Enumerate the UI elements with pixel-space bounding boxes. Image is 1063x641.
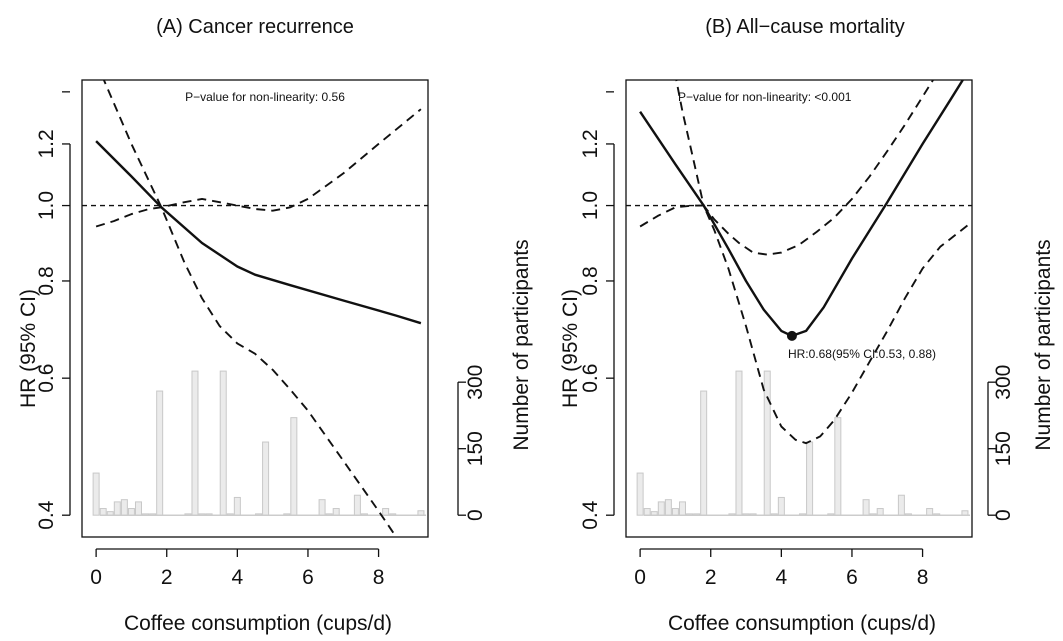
x-tick-label: 8 [917, 566, 929, 589]
histogram-bar [777, 496, 785, 516]
y-tick-label: 0.8 [35, 266, 58, 295]
y2-tick-label: 0 [464, 509, 487, 521]
x-axis-label: Coffee consumption (cups/d) [124, 612, 392, 635]
histogram-bar [120, 499, 128, 516]
y2-tick-label: 300 [992, 365, 1015, 400]
histogram-bar [290, 417, 298, 516]
histogram-bar [664, 499, 672, 516]
x-tick-label: 0 [634, 566, 646, 589]
nonlinearity-annotation: P−value for non-linearity: <0.001 [678, 90, 852, 104]
minimum-point [786, 330, 797, 341]
x-tick-label: 0 [90, 566, 102, 589]
series-group [95, 80, 422, 537]
plot-frame [625, 79, 973, 538]
nonlinearity-annotation: P−value for non-linearity: 0.56 [185, 90, 345, 104]
y-axis-label: HR (95% CI) [17, 289, 40, 408]
histogram-bar [678, 501, 686, 516]
series-group [639, 80, 970, 445]
x-tick-label: 2 [705, 566, 717, 589]
y-tick-label: 0.6 [579, 364, 602, 393]
histogram-bar [233, 496, 241, 516]
y2-tick-label: 300 [464, 365, 487, 400]
ci-curve-1 [102, 80, 398, 537]
histogram-bar [113, 501, 121, 516]
histogram-bar [806, 441, 814, 516]
ci-curve-1 [675, 80, 935, 256]
x-tick-label: 4 [232, 566, 244, 589]
histogram-bar [156, 390, 164, 516]
y-tick-label: 0.4 [35, 500, 58, 530]
histogram-bar [897, 494, 905, 516]
y2-tick-label: 150 [464, 431, 487, 466]
y2-tick-label: 0 [992, 509, 1015, 521]
y-tick-label: 0.4 [579, 500, 602, 530]
histogram-bar [353, 494, 361, 516]
histogram [92, 370, 425, 516]
y2-tick-label: 150 [992, 431, 1015, 466]
ci-curve-2 [639, 204, 970, 445]
hr-curve [639, 80, 965, 338]
y-tick-label: 0.6 [35, 364, 58, 393]
histogram-bar [127, 508, 135, 516]
y2-axis-label: Number of participants [1032, 239, 1055, 450]
histogram-bar [926, 508, 934, 516]
chart-title: (A) Cancer recurrence [156, 16, 354, 38]
histogram-bar [834, 417, 842, 516]
x-tick-label: 6 [846, 566, 858, 589]
histogram-bar [134, 501, 142, 516]
histogram-bar [92, 472, 100, 516]
y-tick-label: 1.2 [35, 129, 58, 158]
hr-curve [95, 140, 422, 325]
histogram-bar [99, 508, 107, 516]
y-axis-label: HR (95% CI) [559, 289, 582, 408]
histogram-bar [671, 508, 679, 516]
y-tick-label: 1.0 [579, 191, 602, 220]
y-tick-label: 1.2 [579, 129, 602, 158]
panel-cancer-recurrence: P−value for non-linearity: 0.56 0 2 4 6 8 0.4 0… [17, 16, 533, 635]
minimum-point-label: HR:0.68(95% CI:0.53, 0.88) [788, 347, 936, 361]
plot-frame [81, 79, 429, 538]
chart-title: (B) All−cause mortality [705, 16, 905, 38]
histogram-bar [636, 472, 644, 516]
histogram-bar [657, 501, 665, 516]
histogram-bar [262, 441, 270, 516]
histogram-bar [191, 370, 199, 516]
histogram-bar [876, 508, 884, 516]
x-tick-label: 4 [776, 566, 788, 589]
histogram-bar [318, 499, 326, 516]
ci-curve-2 [95, 108, 422, 228]
x-tick-label: 8 [373, 566, 385, 589]
y2-axis-label: Number of participants [510, 239, 533, 450]
histogram-bar [862, 499, 870, 516]
panel-all-cause-mortality: HR:0.68(95% CI:0.53, 0.88) P−value for no… [559, 16, 1055, 635]
x-axis-label: Coffee consumption (cups/d) [668, 612, 936, 635]
y-tick-label: 0.8 [579, 266, 602, 295]
histogram-bar [735, 370, 743, 516]
y-tick-label: 1.0 [35, 191, 58, 220]
histogram-bar [332, 508, 340, 516]
histogram-bar [643, 508, 651, 516]
histogram-bar [763, 370, 771, 516]
histogram-bar [382, 508, 390, 516]
x-tick-label: 2 [161, 566, 173, 589]
x-tick-label: 6 [302, 566, 314, 589]
histogram [636, 370, 969, 516]
histogram-bar [700, 390, 708, 516]
histogram-bar [219, 370, 227, 516]
